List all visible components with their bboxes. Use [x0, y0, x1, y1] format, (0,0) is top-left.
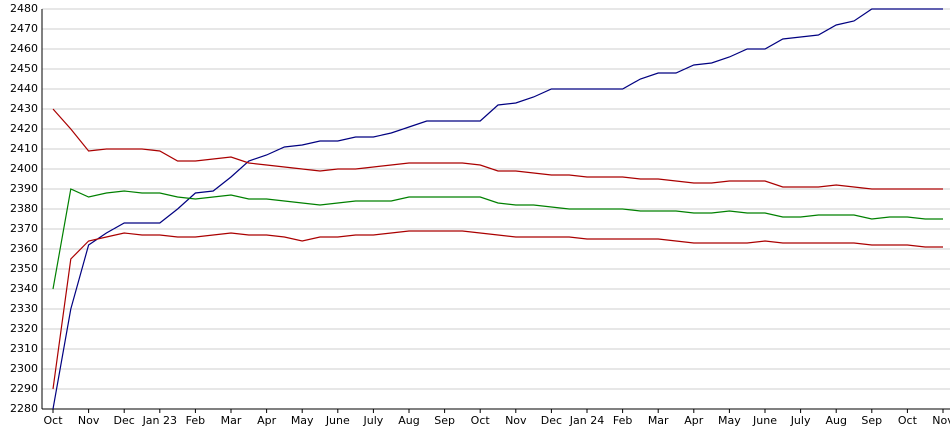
x-tick-label: Oct [898, 414, 918, 427]
y-tick-label: 2360 [10, 242, 38, 255]
x-tick-label: Feb [613, 414, 632, 427]
y-tick-label: 2400 [10, 162, 38, 175]
y-tick-label: 2430 [10, 102, 38, 115]
x-tick-label: Nov [932, 414, 950, 427]
x-tick-label: Oct [471, 414, 491, 427]
series-line [52, 230, 943, 390]
y-tick-label: 2440 [10, 82, 38, 95]
x-tick-label: Dec [114, 414, 135, 427]
y-tick-label: 2470 [10, 22, 38, 35]
y-tick-label: 2420 [10, 122, 38, 135]
y-tick-label: 2410 [10, 142, 38, 155]
x-tick-label: June [752, 414, 777, 427]
y-tick-label: 2480 [10, 2, 38, 15]
y-tick-label: 2460 [10, 42, 38, 55]
x-tick-label: Mar [221, 414, 242, 427]
y-tick-label: 2450 [10, 62, 38, 75]
x-tick-label: Aug [398, 414, 419, 427]
y-tick-label: 2310 [10, 342, 38, 355]
x-tick-label: Nov [505, 414, 527, 427]
y-tick-label: 2280 [10, 402, 38, 415]
x-tick-label: Apr [684, 414, 704, 427]
x-tick-label: Apr [257, 414, 277, 427]
x-tick-label: Jan 24 [569, 414, 604, 427]
series-line [52, 108, 943, 190]
y-tick-label: 2390 [10, 182, 38, 195]
x-tick-label: May [718, 414, 741, 427]
x-tick-label: Jan 23 [142, 414, 177, 427]
series-line [52, 8, 943, 410]
x-tick-label: July [363, 414, 384, 427]
y-tick-label: 2320 [10, 322, 38, 335]
y-tick-label: 2380 [10, 202, 38, 215]
series-line [52, 188, 943, 290]
x-tick-label: Nov [78, 414, 100, 427]
y-tick-label: 2330 [10, 302, 38, 315]
x-tick-label: Aug [825, 414, 846, 427]
x-tick-label: July [790, 414, 811, 427]
y-tick-label: 2340 [10, 282, 38, 295]
x-tick-label: June [325, 414, 350, 427]
x-tick-label: Dec [541, 414, 562, 427]
x-tick-label: Sep [434, 414, 455, 427]
y-tick-label: 2350 [10, 262, 38, 275]
y-tick-label: 2300 [10, 362, 38, 375]
x-tick-label: Sep [861, 414, 882, 427]
x-tick-label: Mar [648, 414, 669, 427]
x-tick-label: Oct [43, 414, 63, 427]
x-tick-label: May [291, 414, 314, 427]
y-tick-label: 2290 [10, 382, 38, 395]
x-tick-label: Feb [186, 414, 205, 427]
y-tick-label: 2370 [10, 222, 38, 235]
